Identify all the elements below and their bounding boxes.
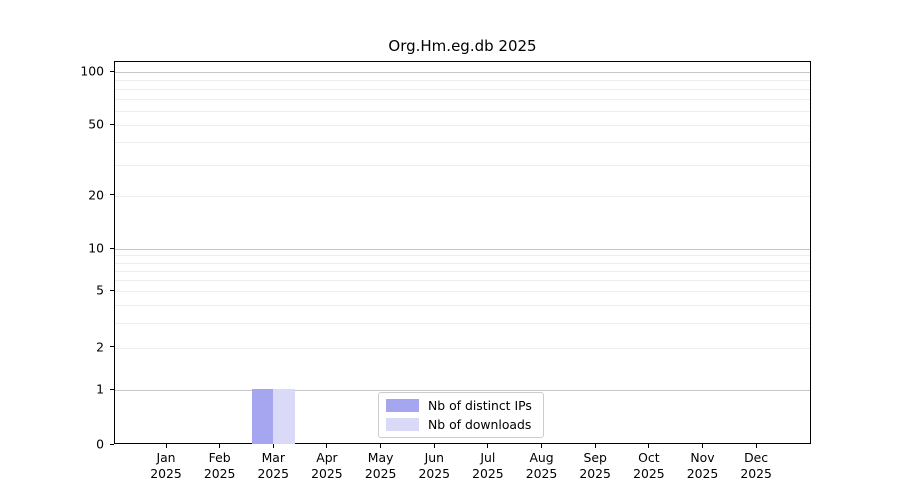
x-tick-year: 2025 (740, 465, 772, 481)
x-tick-label: Dec 2025 (726, 450, 786, 481)
y-tick-mark (110, 194, 114, 196)
x-tick-label: Aug 2025 (512, 450, 572, 481)
y-gridline-minor (115, 322, 810, 324)
y-gridline-minor (115, 164, 810, 166)
y-tick-mark (110, 123, 114, 125)
plot-area (114, 61, 811, 444)
legend-label-downloads: Nb of downloads (428, 417, 532, 432)
legend-swatch-downloads (386, 418, 419, 431)
x-tick-year: 2025 (633, 465, 665, 481)
y-tick-label: 20 (88, 187, 104, 203)
x-tick-month: Feb (208, 450, 231, 465)
y-gridline-minor (115, 111, 810, 113)
y-gridline-minor (115, 270, 810, 272)
x-tick-mark (648, 444, 650, 448)
y-tick-mark (110, 346, 114, 348)
y-tick-mark (110, 289, 114, 291)
x-tick-label: Jun 2025 (404, 450, 464, 481)
x-tick-label: May 2025 (351, 450, 411, 481)
x-tick-month: Jun (424, 450, 444, 465)
y-gridline-major (115, 72, 810, 73)
x-tick-month: Aug (529, 450, 554, 465)
x-tick-mark (326, 444, 328, 448)
x-tick-year: 2025 (364, 465, 397, 481)
x-tick-year: 2025 (257, 465, 290, 481)
x-tick-label: Jan 2025 (136, 450, 196, 481)
x-tick-mark (219, 444, 221, 448)
legend-entry-downloads: Nb of downloads (386, 417, 536, 432)
y-gridline-minor (115, 305, 810, 307)
x-tick-label: Mar 2025 (243, 450, 303, 481)
y-tick-label: 10 (88, 240, 104, 256)
y-gridline-minor (115, 195, 810, 197)
x-tick-month: May (367, 450, 394, 465)
y-gridline-minor (115, 262, 810, 264)
y-tick-label: 0 (96, 436, 104, 452)
x-tick-mark (487, 444, 489, 448)
x-tick-month: Oct (638, 450, 660, 465)
x-tick-label: Sep 2025 (565, 450, 625, 481)
y-tick-label: 2 (96, 339, 104, 355)
bar-nb-of-distinct-ips-mar (252, 389, 274, 444)
x-tick-month: Mar (261, 450, 285, 465)
legend-swatch-distinct-ips (386, 399, 419, 412)
y-tick-label: 50 (88, 116, 104, 132)
x-tick-mark (755, 444, 757, 448)
y-gridline-minor (115, 291, 810, 293)
x-tick-month: Nov (690, 450, 715, 465)
y-gridline-minor (115, 280, 810, 282)
y-gridline-minor (115, 255, 810, 257)
x-tick-mark (272, 444, 274, 448)
x-tick-label: Apr 2025 (297, 450, 357, 481)
y-gridline-minor (115, 99, 810, 101)
x-tick-year: 2025 (418, 465, 451, 481)
y-gridline-minor (115, 347, 810, 349)
x-tick-mark (380, 444, 382, 448)
y-gridline-minor (115, 125, 810, 127)
x-tick-label: Jul 2025 (458, 450, 518, 481)
x-tick-month: Dec (744, 450, 769, 465)
y-tick-mark (110, 247, 114, 249)
bar-nb-of-downloads-mar (273, 389, 295, 444)
x-tick-mark (541, 444, 543, 448)
y-tick-mark (110, 443, 114, 445)
x-tick-month: Jan (156, 450, 176, 465)
y-gridline-major (115, 390, 810, 391)
y-gridline-major (115, 249, 810, 250)
x-tick-mark (594, 444, 596, 448)
y-gridline-minor (115, 80, 810, 82)
y-tick-label: 1 (96, 381, 104, 397)
legend: Nb of distinct IPs Nb of downloads (378, 392, 544, 438)
x-tick-year: 2025 (311, 465, 343, 481)
y-gridline-minor (115, 142, 810, 144)
x-tick-mark (433, 444, 435, 448)
x-tick-year: 2025 (579, 465, 611, 481)
y-tick-label: 100 (80, 63, 104, 79)
y-gridline-minor (115, 89, 810, 91)
x-tick-month: Sep (583, 450, 607, 465)
chart-title: Org.Hm.eg.db 2025 (388, 37, 537, 55)
x-tick-year: 2025 (203, 465, 236, 481)
x-tick-year: 2025 (525, 465, 558, 481)
x-tick-month: Apr (316, 450, 338, 465)
y-tick-mark (110, 388, 114, 390)
x-tick-label: Nov 2025 (673, 450, 733, 481)
legend-label-distinct-ips: Nb of distinct IPs (428, 398, 532, 413)
x-tick-year: 2025 (686, 465, 719, 481)
legend-entry-distinct-ips: Nb of distinct IPs (386, 398, 536, 413)
x-tick-month: Jul (480, 450, 496, 465)
x-tick-year: 2025 (472, 465, 504, 481)
x-tick-mark (702, 444, 703, 448)
y-tick-mark (110, 70, 114, 72)
x-tick-mark (165, 444, 167, 448)
x-tick-year: 2025 (150, 465, 182, 481)
x-tick-label: Feb 2025 (190, 450, 250, 481)
x-tick-label: Oct 2025 (619, 450, 679, 481)
y-tick-label: 5 (96, 282, 104, 298)
